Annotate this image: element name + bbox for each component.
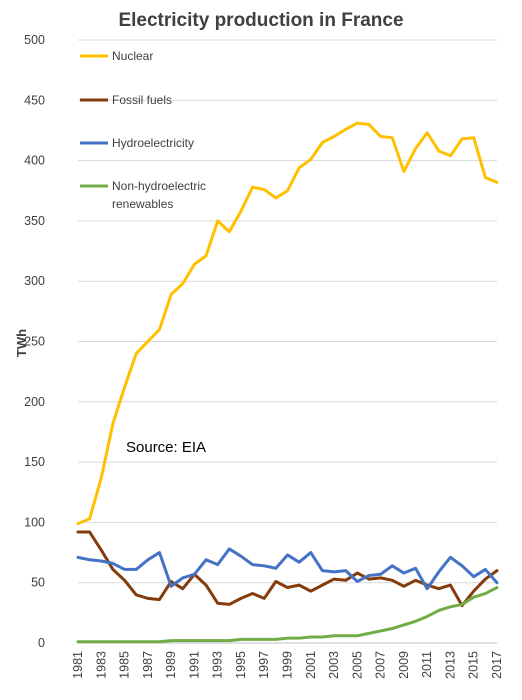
x-tick-label: 2015 <box>467 651 481 679</box>
x-tick-label: 2009 <box>397 651 411 679</box>
x-tick-label: 2017 <box>490 651 504 679</box>
x-tick-label: 2011 <box>420 651 434 678</box>
x-tick-label: 2007 <box>374 651 388 679</box>
x-tick-label: 1983 <box>94 651 108 679</box>
x-tick-label: 1989 <box>164 651 178 679</box>
legend-label: Non-hydroelectric <box>112 179 206 193</box>
x-tick-label: 1999 <box>281 651 295 679</box>
y-tick-label: 100 <box>24 515 45 529</box>
legend-label: Hydroelectricity <box>112 136 194 150</box>
y-tick-label: 250 <box>24 335 45 349</box>
series-line-1 <box>76 530 499 608</box>
legend-label: Fossil fuels <box>112 93 172 107</box>
x-tick-label: 1997 <box>257 651 271 679</box>
x-tick-label: 2003 <box>327 651 341 679</box>
legend-label: renewables <box>112 197 173 211</box>
series-line-3 <box>76 586 499 644</box>
y-tick-label: 200 <box>24 395 45 409</box>
gridlines <box>78 39 497 584</box>
y-tick-label: 150 <box>24 455 45 469</box>
x-tick-label: 1987 <box>141 651 155 679</box>
x-tick-label: 2001 <box>304 651 318 679</box>
x-tick-label: 1993 <box>211 651 225 679</box>
y-tick-label: 0 <box>38 636 45 650</box>
chart-title: Electricity production in France <box>118 10 403 31</box>
series-lines <box>76 121 499 644</box>
source-annotation: Source: EIA <box>126 439 206 456</box>
y-tick-label: 50 <box>31 576 45 590</box>
x-tick-label: 1981 <box>71 651 85 679</box>
y-tick-label: 350 <box>24 214 45 228</box>
legend-label: Nuclear <box>112 49 153 63</box>
axes: 0 50 100 150 200 250 300 350 400 450 500 1981 1983 19… <box>24 33 504 679</box>
y-tick-label: 450 <box>24 93 45 107</box>
series-line-0 <box>76 121 499 526</box>
y-axis-label: TWh <box>14 329 29 357</box>
x-tick-label: 1995 <box>234 651 248 679</box>
y-tick-label: 500 <box>24 33 45 47</box>
y-tick-label: 400 <box>24 154 45 168</box>
legend: Nuclear Fossil fuels Hydroelectricity Non-h… <box>80 49 206 211</box>
x-tick-label: 2013 <box>443 651 457 679</box>
y-tick-label: 300 <box>24 274 45 288</box>
x-tick-label: 1985 <box>118 651 132 679</box>
x-tick-label: 2005 <box>350 651 364 679</box>
series-line-2 <box>76 547 499 591</box>
x-tick-label: 1991 <box>187 651 201 679</box>
